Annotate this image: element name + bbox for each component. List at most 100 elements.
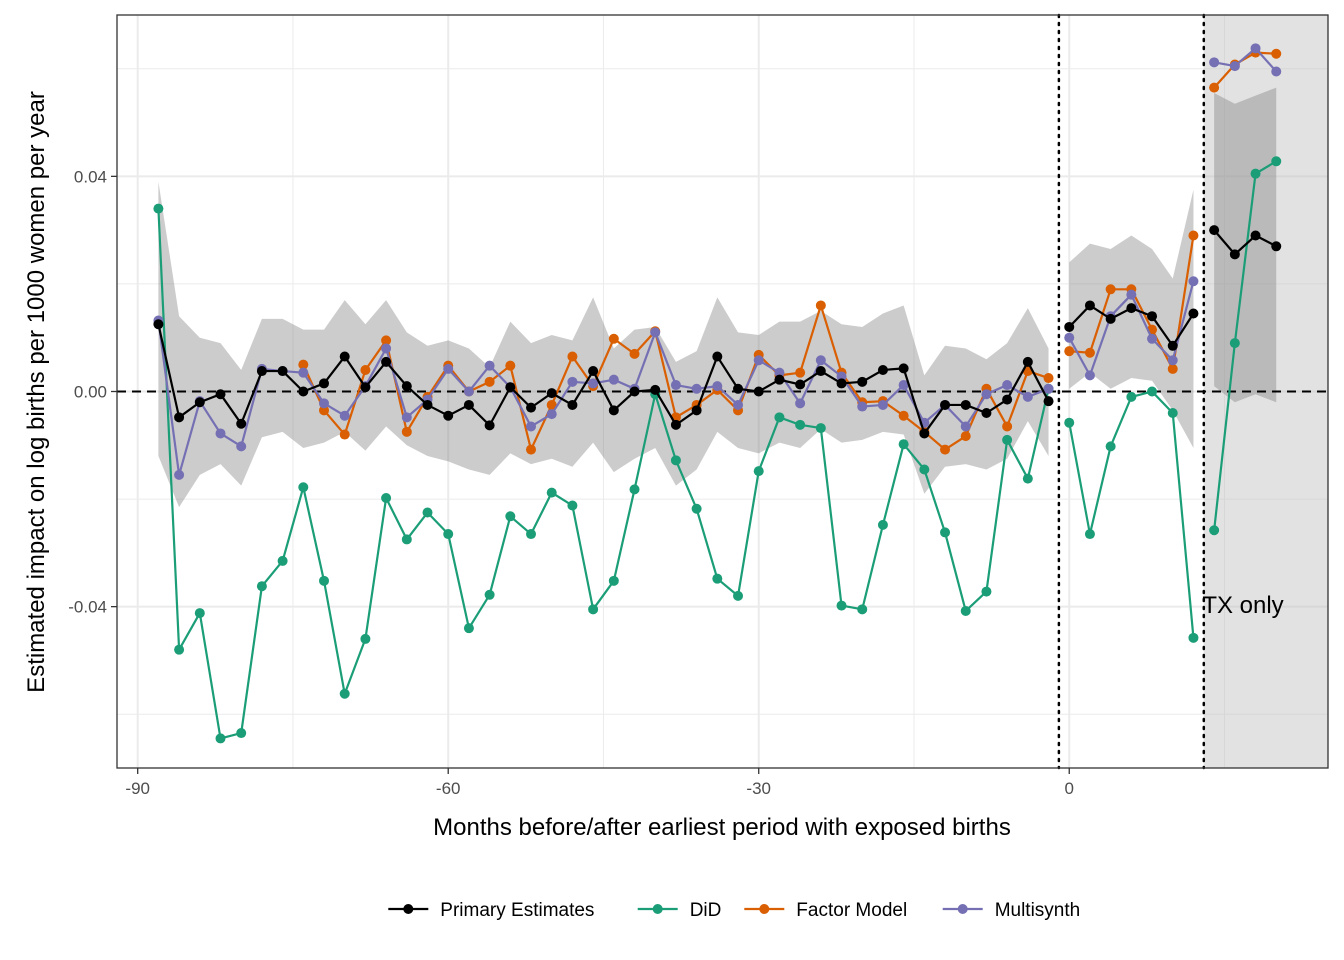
did-point — [1167, 408, 1178, 419]
multisynth-point — [1250, 43, 1261, 54]
multisynth-point — [546, 409, 557, 420]
primary-estimates-point — [753, 386, 764, 397]
primary-estimates-point — [774, 374, 785, 385]
x-axis-ticks: -90 -60 -30 0 — [125, 768, 1074, 798]
factor-model-point — [898, 410, 909, 421]
multisynth-point — [650, 327, 661, 338]
x-tick-label: -60 — [436, 779, 461, 798]
primary-estimates-point — [153, 319, 164, 330]
primary-estimates-point — [960, 399, 971, 410]
legend-label-did: DiD — [690, 900, 722, 921]
multisynth-point — [1043, 383, 1054, 394]
did-point — [1209, 525, 1220, 536]
primary-estimates-point — [1209, 225, 1220, 236]
did-point — [256, 581, 267, 592]
primary-estimates-point — [256, 366, 267, 377]
multisynth-point — [753, 355, 764, 366]
factor-model-point — [319, 405, 330, 416]
multisynth-point — [319, 398, 330, 409]
x-tick-label: -90 — [125, 779, 150, 798]
multisynth-point — [401, 412, 412, 423]
primary-estimates-point — [277, 366, 288, 377]
multisynth-point — [857, 401, 868, 412]
y-tick-label: -0.04 — [68, 598, 107, 617]
factor-model-point — [339, 429, 350, 440]
did-point — [919, 464, 930, 475]
did-point — [1271, 156, 1282, 167]
primary-estimates-point — [484, 420, 495, 431]
factor-model-point — [1167, 363, 1178, 374]
multisynth-point — [981, 389, 992, 400]
did-point — [733, 590, 744, 601]
did-point — [836, 600, 847, 611]
factor-model-point — [1188, 230, 1199, 241]
multisynth-point — [1084, 370, 1095, 381]
legend-key-point-multisynth — [957, 904, 968, 914]
primary-estimates-point — [1126, 303, 1137, 314]
did-point — [588, 604, 599, 615]
did-line-3 — [1213, 160, 1277, 531]
factor-model-point — [546, 399, 557, 410]
multisynth-point — [484, 360, 495, 371]
primary-estimates-point — [1188, 308, 1199, 319]
primary-estimates-point — [919, 428, 930, 439]
series-group — [153, 43, 1282, 744]
multisynth-point — [567, 376, 578, 387]
factor-model-point — [298, 359, 309, 370]
did-point — [1147, 386, 1158, 397]
did-point — [153, 203, 164, 214]
factor-model-point — [940, 444, 951, 455]
multisynth-point — [1022, 391, 1033, 402]
did-point — [381, 492, 392, 503]
did-point — [546, 487, 557, 498]
did-point — [629, 484, 640, 495]
primary-estimates-point — [236, 418, 247, 429]
factor-model-point — [608, 333, 619, 344]
primary-estimates-point — [1022, 356, 1033, 367]
did-point — [526, 529, 537, 540]
multisynth-point — [836, 371, 847, 382]
multisynth-point — [795, 398, 806, 409]
primary-estimates-point — [1271, 241, 1282, 252]
factor-model-point — [1064, 346, 1075, 357]
confidence-band-2 — [1069, 189, 1194, 448]
did-point — [670, 455, 681, 466]
primary-estimates-point — [360, 382, 371, 393]
multisynth-point — [174, 469, 185, 480]
y-tick-label: 0.04 — [74, 167, 107, 186]
did-point — [1084, 529, 1095, 540]
primary-estimates-point — [650, 384, 661, 395]
multisynth-point — [1167, 355, 1178, 366]
legend: Primary Estimates DiD Factor Model Multisyn… — [388, 900, 1080, 921]
factor-model-point — [1209, 82, 1220, 93]
legend-key-point-primary-estimates — [403, 904, 414, 914]
primary-estimates-point — [381, 356, 392, 367]
multisynth-point — [236, 441, 247, 452]
did-point — [753, 466, 764, 477]
did-point — [277, 555, 288, 566]
did-point — [194, 608, 205, 619]
did-point — [898, 439, 909, 450]
multisynth-point — [960, 421, 971, 432]
y-axis-ticks: -0.04 0.00 0.04 — [68, 167, 117, 617]
multisynth-point — [463, 386, 474, 397]
confidence-band-1 — [158, 181, 1049, 508]
did-point — [484, 589, 495, 600]
multisynth-line-3 — [1213, 47, 1278, 73]
legend-label-primary-estimates: Primary Estimates — [440, 900, 594, 921]
factor-model-point — [1002, 421, 1013, 432]
did-point — [505, 511, 516, 522]
multisynth-point — [1209, 57, 1220, 68]
primary-estimates-point — [1084, 300, 1095, 311]
multisynth-point — [877, 399, 888, 410]
did-point — [298, 482, 309, 493]
multisynth-point — [1147, 333, 1158, 344]
primary-estimates-point — [526, 402, 537, 413]
factor-model-point — [567, 351, 578, 362]
annotation-tx-only: TX only — [1202, 592, 1283, 619]
multisynth-point — [1271, 66, 1282, 77]
primary-estimates-point — [298, 386, 309, 397]
primary-estimates-point — [1147, 311, 1158, 322]
primary-estimates-point — [670, 419, 681, 430]
